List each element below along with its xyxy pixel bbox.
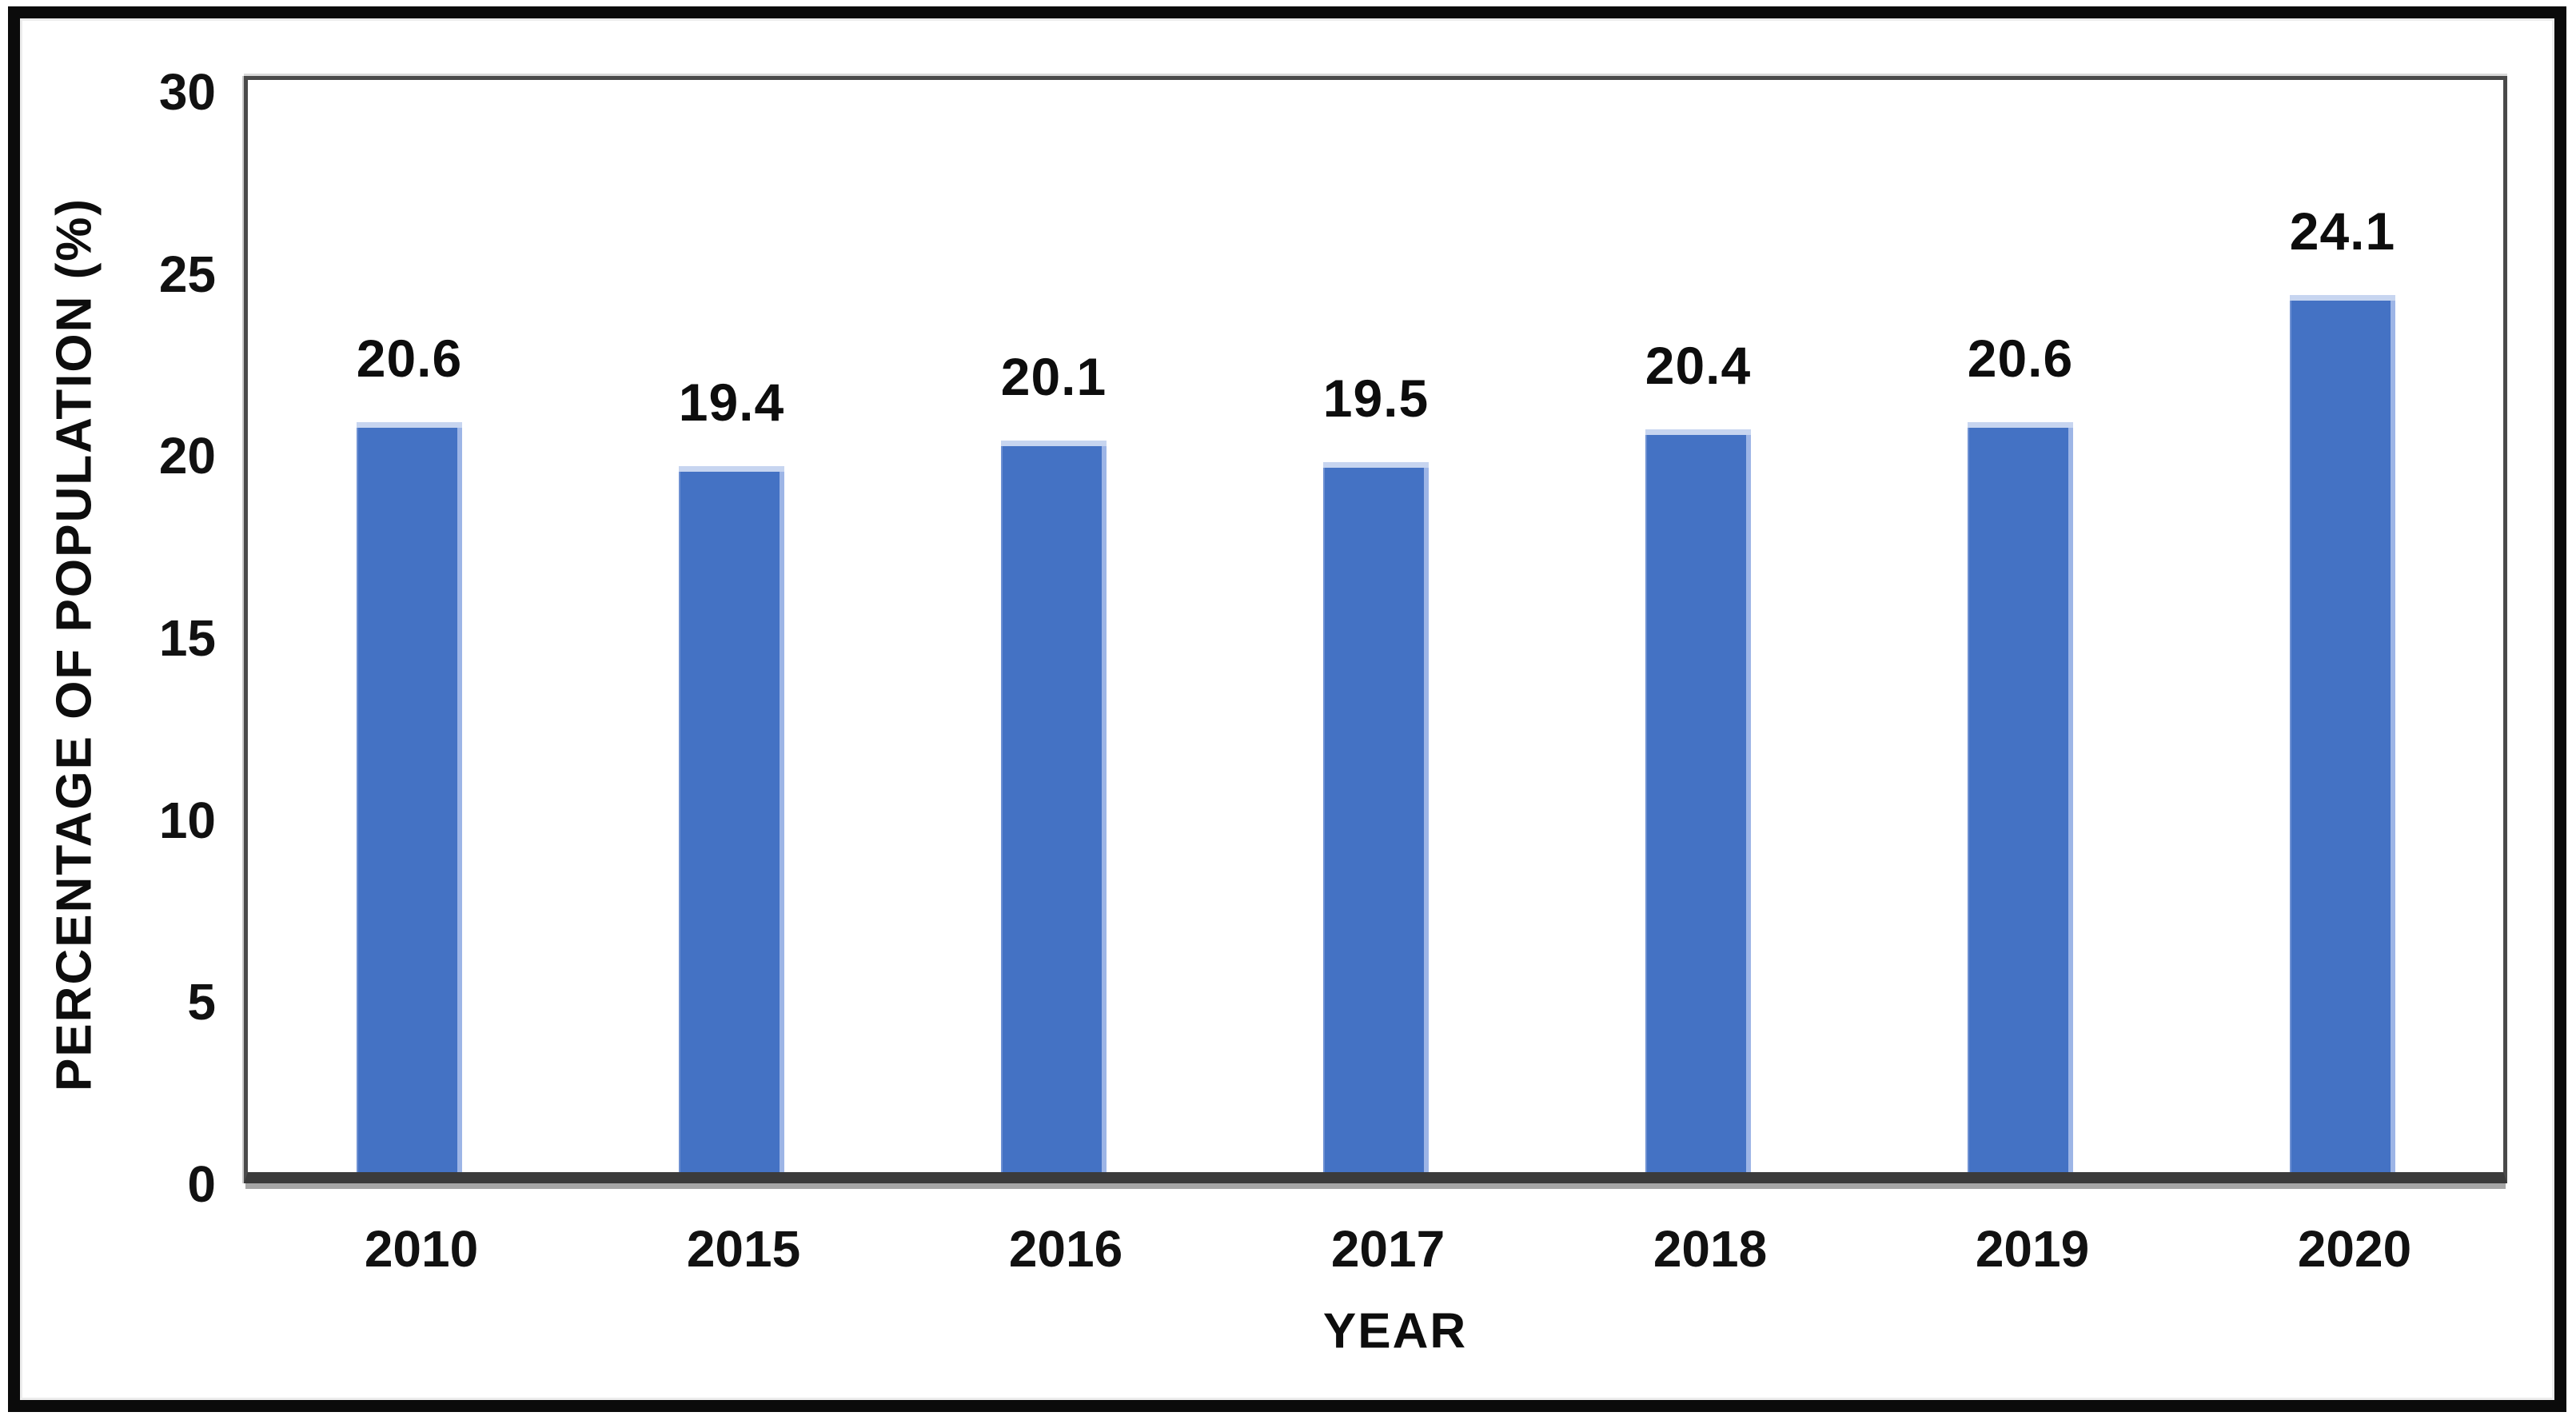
x-axis-title: YEAR	[1322, 1303, 1468, 1359]
bar-2017	[1323, 462, 1429, 1172]
bar-value-label-2020: 24.1	[2289, 201, 2396, 261]
x-tick-label-2020: 2020	[2297, 1220, 2412, 1278]
y-tick-label-20: 20	[158, 427, 216, 485]
y-tick-label-30: 30	[158, 63, 216, 121]
bar-value-label-2010: 20.6	[356, 329, 463, 388]
bar-value-label-2016: 20.1	[1000, 347, 1107, 406]
bar-2020	[2290, 295, 2395, 1172]
bar-value-label-2019: 20.6	[1967, 329, 2074, 388]
y-tick-label-10: 10	[158, 792, 216, 849]
y-tick-label-0: 0	[187, 1155, 216, 1213]
y-tick-label-15: 15	[158, 609, 216, 667]
bar-2018	[1645, 429, 1751, 1172]
y-tick-label-5: 5	[187, 973, 216, 1031]
x-tick-label-2010: 2010	[364, 1220, 479, 1278]
y-tick-label-25: 25	[158, 245, 216, 303]
plot-area: 20.6 19.4 20.1 19.5 20.4 20.6 24.1	[244, 76, 2507, 1183]
x-tick-label-2016: 2016	[1008, 1220, 1123, 1278]
bar-value-label-2018: 20.4	[1645, 336, 1752, 395]
bar-value-label-2015: 19.4	[678, 373, 785, 432]
x-tick-label-2015: 2015	[686, 1220, 801, 1278]
bar-2015	[679, 466, 784, 1172]
x-tick-label-2018: 2018	[1653, 1220, 1768, 1278]
bar-2016	[1001, 441, 1107, 1172]
bar-2019	[1968, 422, 2073, 1172]
x-tick-label-2019: 2019	[1975, 1220, 2090, 1278]
bars-layer: 20.6 19.4 20.1 19.5 20.4 20.6 24.1	[248, 80, 2503, 1172]
bar-2010	[357, 422, 462, 1172]
bar-value-label-2017: 19.5	[1322, 369, 1430, 428]
x-tick-label-2017: 2017	[1330, 1220, 1446, 1278]
